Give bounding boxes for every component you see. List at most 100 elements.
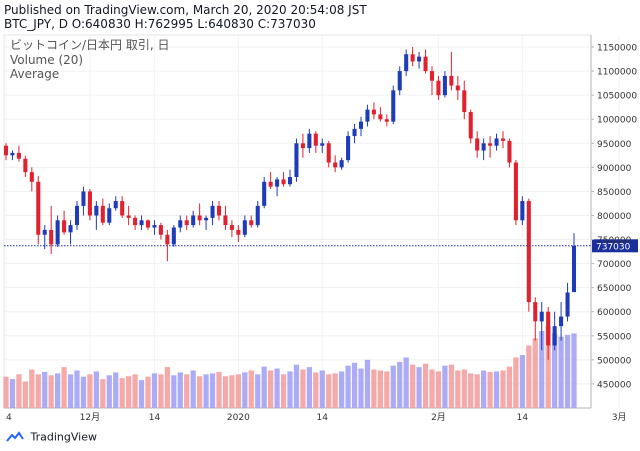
candle[interactable] [10,150,15,161]
candle[interactable] [152,220,157,235]
candle[interactable] [571,233,577,293]
candle[interactable] [16,145,21,162]
candle[interactable] [384,114,389,127]
candle[interactable] [210,201,215,226]
candle[interactable] [391,85,396,125]
candle[interactable] [23,155,28,177]
candle[interactable] [468,109,473,144]
volume-bar [545,326,551,408]
candle[interactable] [333,155,338,173]
candle[interactable] [520,196,525,226]
candle[interactable] [488,136,493,158]
candle[interactable] [436,75,441,100]
candle[interactable] [242,215,247,238]
y-axis[interactable]: 450000 500000 550000 600000 650000 700000 7500… [591,44,637,391]
candle[interactable] [565,282,570,322]
candle[interactable] [275,176,280,197]
candle[interactable] [204,215,209,230]
candle[interactable] [113,196,118,211]
candle[interactable] [249,215,254,228]
candle[interactable] [133,215,138,230]
candle[interactable] [365,104,370,127]
candle[interactable] [281,172,286,187]
candle[interactable] [500,131,506,149]
candle[interactable] [262,176,267,209]
candle[interactable] [346,131,351,163]
candle[interactable] [481,138,486,161]
volume-bar [493,371,500,408]
candle[interactable] [371,102,376,120]
candle[interactable] [429,66,435,96]
candle[interactable] [423,49,428,74]
candle[interactable] [339,157,344,170]
candle[interactable] [313,131,318,153]
candle[interactable] [552,311,557,351]
candle[interactable] [42,225,47,250]
volume-bar [364,359,371,408]
candle[interactable] [36,176,41,245]
candle[interactable] [352,124,357,144]
candle[interactable] [55,215,60,247]
candle[interactable] [442,71,447,98]
candle[interactable] [294,138,299,182]
candle[interactable] [533,297,538,341]
candle[interactable] [223,205,228,230]
candle[interactable] [559,302,564,341]
candle[interactable] [539,302,544,351]
candle[interactable] [229,220,234,238]
candle[interactable] [191,210,196,228]
x-axis[interactable]: 412月142020142月143月14 [6,412,640,423]
candle[interactable] [68,220,73,245]
candle[interactable] [107,203,112,226]
candle[interactable] [300,133,305,158]
candle[interactable] [397,66,402,96]
candle[interactable] [417,51,422,69]
candle[interactable] [120,196,125,218]
candle[interactable] [513,160,518,226]
candle[interactable] [410,47,415,67]
candle[interactable] [307,128,312,153]
candle[interactable] [158,222,163,240]
candle[interactable] [29,167,34,192]
candles[interactable] [3,47,577,360]
volume-bar [80,376,87,408]
candle[interactable] [74,201,80,230]
candle[interactable] [62,210,67,235]
candle[interactable] [171,225,176,247]
candle[interactable] [455,75,460,100]
volume-bar [519,355,525,408]
candle[interactable] [49,205,54,254]
candle[interactable] [358,116,364,137]
candle[interactable] [449,51,454,91]
candle[interactable] [268,172,273,190]
candle[interactable] [507,138,512,168]
candle[interactable] [197,203,202,226]
tradingview-branding[interactable]: TradingView [6,430,97,444]
candle[interactable] [462,80,467,120]
candle[interactable] [3,143,9,161]
candle[interactable] [287,169,293,187]
candle[interactable] [546,306,551,360]
candle[interactable] [236,225,241,242]
volume-bar [126,376,132,408]
candle[interactable] [126,205,131,226]
candle[interactable] [139,215,144,230]
candle[interactable] [255,201,260,228]
candle[interactable] [87,189,92,221]
candle[interactable] [378,107,383,122]
candle[interactable] [178,215,183,233]
candle[interactable] [216,201,222,221]
candle[interactable] [475,131,480,158]
candle[interactable] [494,133,499,151]
candle[interactable] [81,186,86,216]
candle-body [571,245,577,293]
candle[interactable] [326,140,331,168]
candle[interactable] [100,198,105,226]
candle[interactable] [526,198,531,312]
candle[interactable] [94,201,99,230]
candle[interactable] [404,49,409,76]
candle[interactable] [320,138,325,153]
candle[interactable] [184,215,189,230]
candle[interactable] [145,219,151,230]
